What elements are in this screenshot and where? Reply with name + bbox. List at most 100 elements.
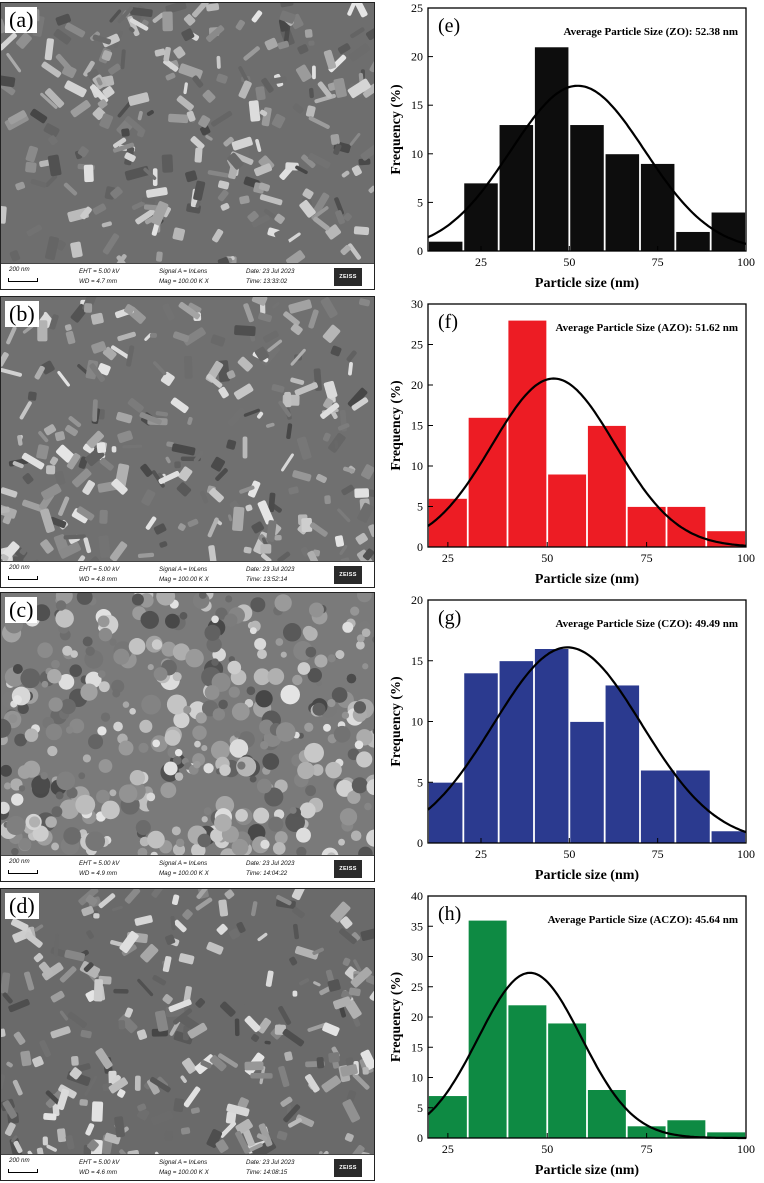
sem-grain	[216, 55, 221, 69]
sem-grain	[275, 722, 296, 742]
y-tick-label: 30	[411, 297, 423, 311]
histogram-bar	[507, 319, 548, 548]
sem-grain	[237, 1097, 249, 1109]
gaussian-fit-curve	[427, 84, 747, 245]
sem-grain	[365, 974, 374, 985]
sem-grain	[196, 889, 213, 899]
sem-panel-c: (c) 200 nm EHT = 5.00 kV WD = 4.9 mm Sig…	[0, 592, 375, 882]
sem-grain	[1, 1028, 6, 1038]
sem-grain	[283, 311, 300, 326]
sem-grain	[49, 516, 67, 529]
x-tick-label: 25	[442, 1142, 454, 1156]
sem-grain	[173, 919, 187, 933]
sem-grain	[12, 664, 23, 674]
sem-grain	[353, 226, 370, 236]
sem-grain	[118, 1020, 126, 1030]
sem-grain	[77, 146, 89, 158]
sem-grain	[208, 545, 217, 564]
sem-grain	[254, 163, 272, 177]
sem-grain	[121, 944, 137, 956]
sem-grain	[24, 728, 39, 742]
sem-databar: 200 nm EHT = 5.00 kV WD = 4.8 mm Signal …	[1, 561, 374, 587]
sem-grain	[200, 125, 211, 136]
sem-grain	[113, 648, 130, 665]
sem-grain	[308, 40, 315, 46]
sem-databar: 200 nm EHT = 5.00 kV WD = 4.9 mm Signal …	[1, 855, 374, 881]
sem-grain	[312, 192, 330, 216]
sem-grain	[256, 1133, 268, 1141]
sem-grain	[162, 11, 173, 32]
sem-grain	[259, 109, 268, 117]
x-axis-label: Particle size (nm)	[535, 1163, 640, 1178]
sem-grain	[202, 89, 216, 103]
sem-grain	[47, 154, 62, 177]
sem-grain	[292, 674, 303, 686]
sem-grain	[314, 654, 328, 668]
sem-grain	[87, 1139, 99, 1152]
sem-grain	[207, 170, 229, 178]
sem-grain	[112, 142, 135, 153]
sem-grain	[277, 551, 291, 563]
sem-grain	[343, 466, 355, 474]
sem-grain	[231, 702, 250, 721]
sem-grain	[82, 754, 91, 763]
sem-grain	[139, 412, 162, 425]
sem-grain	[63, 534, 86, 540]
sem-grain	[171, 894, 180, 906]
sem-grain	[18, 785, 26, 792]
wd-value: WD = 4.9 mm	[79, 870, 117, 877]
sem-grain	[48, 697, 63, 712]
sem-grain	[146, 187, 168, 198]
sem-grain	[122, 701, 130, 708]
sem-grain	[260, 741, 269, 750]
sem-grain	[262, 753, 280, 770]
sem-grain	[295, 165, 308, 175]
sem-grain	[219, 764, 231, 776]
sem-grain	[51, 842, 60, 851]
sem-grain	[261, 553, 272, 563]
sem-grain	[280, 651, 287, 658]
histogram-bar	[640, 163, 676, 252]
sem-grain	[198, 593, 207, 599]
x-tick-label: 100	[737, 847, 755, 861]
sem-grain	[28, 407, 39, 417]
sem-grain	[165, 72, 176, 81]
sem-grain	[206, 373, 223, 388]
sem-grain	[68, 416, 82, 428]
sem-grain	[327, 979, 341, 992]
signal-value: Signal A = InLens	[159, 860, 208, 867]
sem-grain	[152, 739, 161, 748]
sem-grain	[22, 473, 34, 485]
histogram-bar	[547, 1022, 587, 1139]
sem-grain	[43, 1112, 57, 1121]
sem-grain	[235, 19, 245, 31]
sem-grain	[69, 1067, 82, 1080]
sem-grain	[110, 186, 123, 199]
panel-label: (c)	[5, 597, 38, 623]
sem-grain	[255, 138, 262, 152]
sem-grain	[256, 778, 272, 794]
histogram-h: 0 5 10 15 20 25 30 35 40 25 50 75 100 Particle size (…	[380, 888, 764, 1183]
sem-grain	[353, 3, 368, 18]
sem-grain	[183, 14, 196, 26]
sem-grain	[109, 541, 128, 562]
sem-grain	[17, 765, 32, 779]
sem-grain	[192, 725, 207, 740]
sem-grain	[98, 627, 113, 642]
sem-grain	[93, 913, 100, 919]
sem-grain	[209, 488, 224, 503]
sem-grain	[309, 522, 328, 537]
sem-grain	[322, 432, 331, 442]
sem-grain	[11, 847, 19, 856]
sem-grain	[285, 162, 299, 171]
sem-grain	[14, 733, 27, 747]
sem-grain	[297, 662, 311, 675]
sem-grain	[95, 1048, 113, 1070]
sem-grain	[357, 593, 372, 603]
sem-grain	[271, 384, 285, 393]
sem-grain	[334, 440, 339, 449]
sem-grain	[97, 363, 111, 376]
sem-grain	[207, 517, 219, 538]
average-size-annotation: Average Particle Size (ACZO): 45.64 nm	[548, 914, 738, 926]
sem-grain	[209, 1055, 227, 1072]
